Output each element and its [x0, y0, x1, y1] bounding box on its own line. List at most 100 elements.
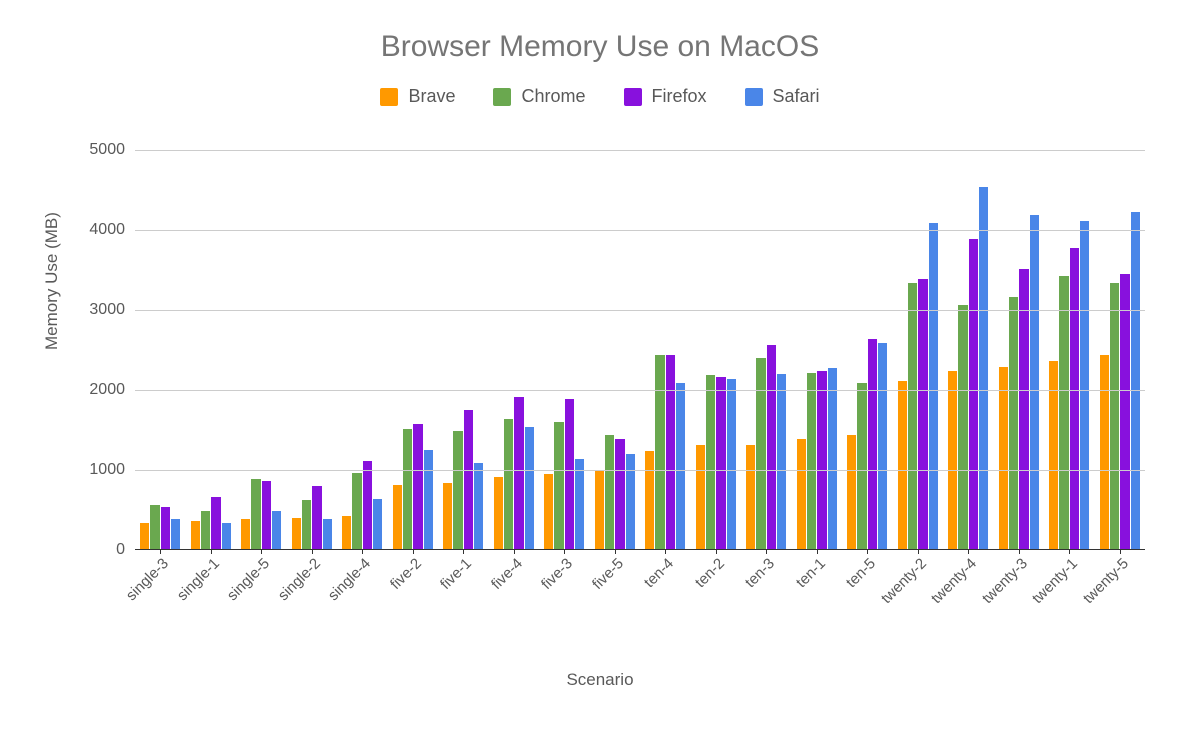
legend-label: Safari — [773, 86, 820, 107]
bar-group: single-4 — [337, 150, 388, 549]
bar-brave — [140, 523, 149, 549]
legend-swatch — [624, 88, 642, 106]
bar-firefox — [868, 339, 877, 549]
bars — [595, 150, 635, 549]
legend-item-chrome: Chrome — [493, 86, 585, 107]
gridline — [135, 390, 1145, 391]
bar-firefox — [1070, 248, 1079, 549]
bar-firefox — [464, 410, 473, 549]
bar-chrome — [453, 431, 462, 549]
bar-brave — [645, 451, 654, 549]
bar-chrome — [1059, 276, 1068, 549]
bar-firefox — [312, 486, 321, 549]
chart-title: Browser Memory Use on MacOS — [0, 30, 1200, 64]
bar-chrome — [958, 305, 967, 549]
bar-group: five-3 — [539, 150, 590, 549]
legend-label: Firefox — [652, 86, 707, 107]
bar-chrome — [1009, 297, 1018, 549]
bars — [393, 150, 433, 549]
bar-chrome — [655, 355, 664, 549]
bar-firefox — [716, 377, 725, 549]
bar-brave — [999, 367, 1008, 549]
bar-firefox — [615, 439, 624, 549]
bars — [797, 150, 837, 549]
bars — [292, 150, 332, 549]
bar-brave — [191, 521, 200, 549]
legend-item-safari: Safari — [745, 86, 820, 107]
bars — [1049, 150, 1089, 549]
bar-firefox — [161, 507, 170, 549]
bar-group: ten-1 — [792, 150, 843, 549]
y-axis-label: Memory Use (MB) — [42, 212, 62, 350]
bar-brave — [898, 381, 907, 549]
bar-firefox — [211, 497, 220, 549]
bar-safari — [828, 368, 837, 549]
y-tick-label: 1000 — [65, 461, 125, 479]
bar-safari — [424, 450, 433, 549]
bar-group: single-3 — [135, 150, 186, 549]
bars — [342, 150, 382, 549]
bar-group: five-2 — [388, 150, 439, 549]
legend-label: Chrome — [521, 86, 585, 107]
bar-group: twenty-5 — [1095, 150, 1146, 549]
y-tick-label: 5000 — [65, 141, 125, 159]
bars — [746, 150, 786, 549]
bar-brave — [544, 474, 553, 549]
y-tick-label: 4000 — [65, 221, 125, 239]
bar-brave — [494, 477, 503, 549]
bar-chrome — [504, 419, 513, 549]
bar-safari — [525, 427, 534, 549]
bar-brave — [595, 471, 604, 549]
bar-group: twenty-3 — [994, 150, 1045, 549]
bar-group: single-2 — [287, 150, 338, 549]
bars — [898, 150, 938, 549]
bar-brave — [292, 518, 301, 549]
bar-safari — [676, 383, 685, 549]
bar-safari — [727, 379, 736, 549]
bar-brave — [948, 371, 957, 549]
bar-chrome — [756, 358, 765, 549]
bar-brave — [241, 519, 250, 549]
bar-chrome — [1110, 283, 1119, 549]
bar-chrome — [403, 429, 412, 549]
bars — [140, 150, 180, 549]
bar-group: ten-2 — [691, 150, 742, 549]
gridline — [135, 150, 1145, 151]
bar-chrome — [201, 511, 210, 549]
bar-group: ten-4 — [640, 150, 691, 549]
bar-group: single-5 — [236, 150, 287, 549]
bar-firefox — [1019, 269, 1028, 549]
bar-chrome — [807, 373, 816, 549]
bar-firefox — [666, 355, 675, 549]
bars — [948, 150, 988, 549]
bars — [191, 150, 231, 549]
plot-area: single-3single-1single-5single-2single-4… — [135, 150, 1145, 550]
bars — [1100, 150, 1140, 549]
bar-chrome — [150, 505, 159, 549]
bar-safari — [777, 374, 786, 549]
bar-firefox — [514, 397, 523, 549]
bar-chrome — [352, 473, 361, 549]
bar-firefox — [262, 481, 271, 549]
bar-chrome — [251, 479, 260, 549]
bar-group: ten-5 — [842, 150, 893, 549]
chart-legend: Brave Chrome Firefox Safari — [0, 86, 1200, 107]
bar-chrome — [857, 383, 866, 549]
y-tick-label: 0 — [65, 541, 125, 559]
bar-firefox — [767, 345, 776, 549]
bar-groups: single-3single-1single-5single-2single-4… — [135, 150, 1145, 549]
bar-brave — [696, 445, 705, 549]
legend-swatch — [380, 88, 398, 106]
bar-safari — [929, 223, 938, 549]
bar-chrome — [302, 500, 311, 549]
bar-group: twenty-1 — [1044, 150, 1095, 549]
bar-brave — [393, 485, 402, 549]
legend-label: Brave — [408, 86, 455, 107]
gridline — [135, 310, 1145, 311]
bars — [645, 150, 685, 549]
legend-item-firefox: Firefox — [624, 86, 707, 107]
gridline — [135, 470, 1145, 471]
bars — [241, 150, 281, 549]
y-tick-label: 2000 — [65, 381, 125, 399]
legend-swatch — [745, 88, 763, 106]
